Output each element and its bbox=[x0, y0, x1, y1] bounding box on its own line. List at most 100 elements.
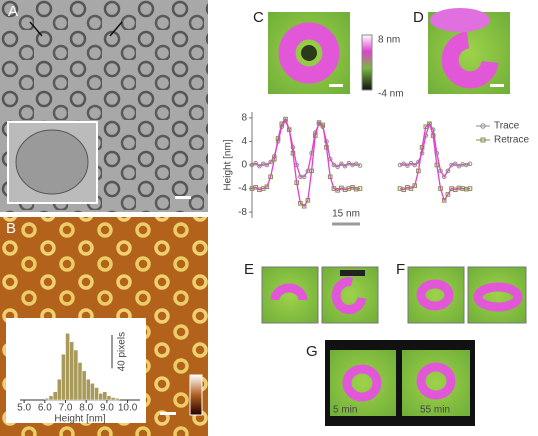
marker bbox=[320, 122, 326, 128]
marker bbox=[408, 160, 414, 166]
bar bbox=[90, 383, 95, 401]
colorbar-min: -4 nm bbox=[378, 89, 404, 100]
marker bbox=[434, 162, 440, 168]
marker bbox=[401, 187, 406, 193]
panel-label: C bbox=[253, 9, 264, 26]
colorbar-max: 8 nm bbox=[378, 35, 400, 46]
timestamp: 5 min bbox=[333, 405, 357, 416]
marker bbox=[279, 121, 285, 127]
panel-label: B bbox=[6, 220, 16, 237]
x-tick-label: 5.0 bbox=[17, 403, 31, 414]
bar bbox=[98, 393, 104, 401]
x-tick-label: 7.0 bbox=[59, 403, 73, 414]
marker bbox=[441, 198, 447, 203]
marker bbox=[268, 174, 273, 180]
marker bbox=[423, 124, 429, 130]
series-line bbox=[251, 119, 361, 178]
marker bbox=[257, 163, 262, 169]
legend-marker bbox=[480, 123, 486, 129]
panel-label: G bbox=[306, 343, 318, 360]
panel-g: G 5 min 55 min bbox=[306, 340, 475, 426]
marker bbox=[412, 162, 418, 168]
marker bbox=[249, 162, 255, 168]
marker bbox=[335, 164, 340, 170]
marker bbox=[253, 160, 259, 166]
marker bbox=[253, 185, 259, 190]
marker bbox=[419, 145, 425, 150]
marker bbox=[298, 200, 303, 206]
x-axis-label: Height [nm] bbox=[54, 414, 105, 425]
marker bbox=[264, 184, 270, 190]
bar bbox=[65, 333, 70, 401]
panel-a: A bbox=[0, 0, 208, 212]
bar bbox=[114, 398, 120, 401]
marker bbox=[441, 174, 447, 180]
bar bbox=[94, 387, 99, 401]
marker bbox=[327, 174, 333, 180]
y-tick-label: 0 bbox=[241, 160, 247, 171]
y-tick-label: -8 bbox=[238, 207, 247, 218]
panel-d-image: D bbox=[413, 8, 510, 94]
bar bbox=[61, 353, 66, 401]
panel-e: E bbox=[244, 261, 379, 324]
marker bbox=[430, 133, 436, 138]
marker bbox=[294, 180, 299, 185]
bar bbox=[77, 362, 83, 401]
marker bbox=[309, 168, 314, 174]
bar bbox=[69, 341, 75, 401]
marker bbox=[416, 168, 421, 174]
marker bbox=[456, 163, 462, 169]
marker bbox=[452, 161, 458, 167]
timestamp: 55 min bbox=[420, 405, 450, 416]
bar bbox=[48, 395, 54, 401]
bar bbox=[44, 398, 50, 401]
colorbar bbox=[361, 34, 373, 91]
panel-label: F bbox=[396, 261, 405, 278]
marker bbox=[346, 160, 352, 166]
bar bbox=[102, 391, 108, 401]
bar bbox=[85, 378, 91, 401]
x-tick-label: 8.0 bbox=[79, 403, 93, 414]
bar bbox=[56, 378, 62, 401]
marker bbox=[467, 186, 473, 191]
y-tick-label: 4 bbox=[241, 136, 247, 147]
marker bbox=[357, 186, 363, 191]
bar bbox=[73, 349, 79, 401]
y-tick-label: 8 bbox=[241, 113, 247, 124]
series-line bbox=[251, 117, 361, 208]
panel-f: F bbox=[396, 261, 527, 324]
x-tick-label: 9.0 bbox=[100, 403, 114, 414]
marker bbox=[324, 139, 329, 144]
scale-bar-label: 15 nm bbox=[332, 209, 360, 220]
panel-label: D bbox=[413, 9, 424, 26]
bar bbox=[110, 397, 116, 401]
panel-label: A bbox=[8, 3, 18, 20]
marker bbox=[301, 174, 307, 180]
x-tick-label: 10.0 bbox=[118, 403, 138, 414]
marker bbox=[467, 161, 473, 167]
series-line bbox=[399, 122, 471, 202]
marker bbox=[412, 183, 418, 188]
y-tick-label: -4 bbox=[238, 183, 247, 194]
bar bbox=[81, 370, 87, 401]
marker bbox=[438, 168, 443, 174]
legend-label: Retrace bbox=[494, 135, 529, 146]
marker bbox=[264, 162, 270, 168]
marker bbox=[408, 186, 414, 191]
marker bbox=[401, 161, 406, 167]
marker bbox=[427, 121, 432, 127]
marker bbox=[301, 203, 307, 209]
marker bbox=[339, 161, 344, 167]
marker bbox=[445, 192, 451, 197]
x-tick-label: 6.0 bbox=[38, 403, 52, 414]
marker bbox=[342, 163, 348, 169]
bar bbox=[52, 391, 58, 401]
marker bbox=[405, 163, 410, 168]
marker bbox=[290, 150, 296, 156]
marker bbox=[353, 161, 359, 167]
scale-bar-label: 40 pixels bbox=[117, 332, 128, 371]
marker bbox=[283, 116, 288, 122]
marker bbox=[357, 163, 363, 168]
marker bbox=[335, 188, 340, 193]
marker bbox=[313, 133, 318, 138]
